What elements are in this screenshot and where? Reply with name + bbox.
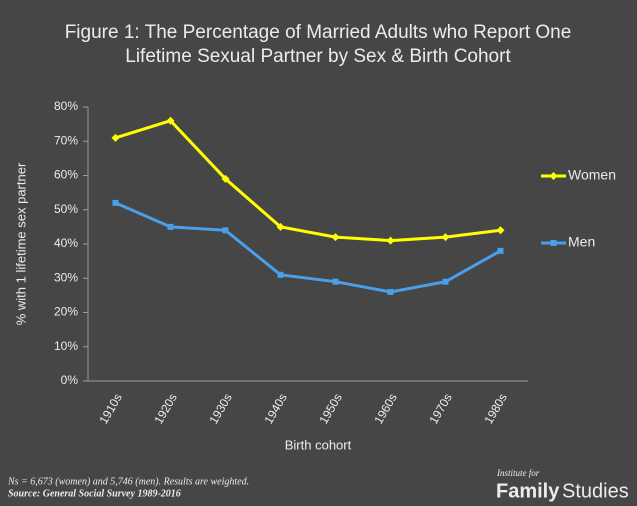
chart-title: Lifetime Sexual Partner by Sex & Birth C… [125,46,511,67]
legend-marker [549,172,558,180]
marker [277,271,284,278]
marker [332,278,339,285]
x-tick-label: 1950s [316,391,344,426]
y-tick-label: 70% [54,133,78,147]
x-tick-label: 1920s [151,391,179,426]
series-line [115,118,501,243]
series-line [114,201,502,294]
marker [497,247,504,254]
marker [496,226,505,235]
logo-text: Institute for [496,468,540,478]
marker [442,278,449,285]
logo-text: Family [496,480,560,502]
marker [222,227,229,234]
y-tick-label: 50% [54,202,78,216]
y-tick-label: 40% [54,236,78,250]
footnote: Ns = 6,673 (women) and 5,746 (men). Resu… [7,476,249,487]
y-tick-label: 0% [61,373,79,387]
x-tick-label: 1910s [96,391,124,426]
x-tick-label: 1930s [206,391,234,426]
marker [166,116,175,125]
y-tick-label: 60% [54,168,78,182]
marker [112,199,119,206]
marker [331,233,340,242]
chart-title: Figure 1: The Percentage of Married Adul… [65,22,572,43]
marker [386,236,395,245]
y-axis-label: % with 1 lifetime sex partner [13,162,28,325]
marker [221,174,230,183]
marker [387,288,394,295]
x-tick-label: 1980s [481,391,509,426]
legend-marker [550,240,557,246]
logo-text: Studies [562,480,629,502]
marker [111,133,120,142]
legend-label: Women [568,167,616,183]
marker [441,233,450,242]
y-tick-label: 30% [54,270,78,284]
x-tick-label: 1940s [261,391,289,426]
x-axis-label: Birth cohort [285,437,352,452]
legend-label: Men [568,234,595,250]
marker [276,222,285,231]
x-tick-label: 1970s [426,391,454,426]
y-tick-label: 20% [54,305,78,319]
footnote: Source: General Social Survey 1989-2016 [8,488,181,499]
x-tick-label: 1960s [371,391,399,426]
y-tick-label: 10% [54,339,78,353]
y-tick-label: 80% [54,99,78,113]
marker [167,223,174,230]
